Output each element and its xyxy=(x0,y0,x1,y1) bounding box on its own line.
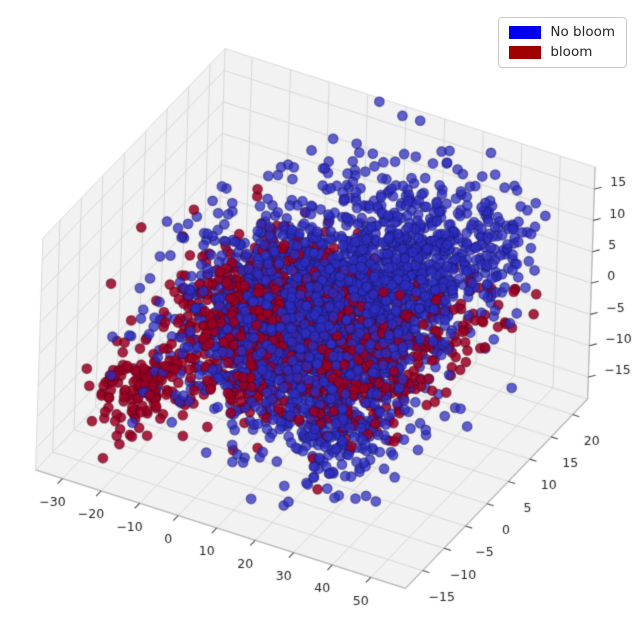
legend-item-no-bloom: No bloom xyxy=(509,25,615,40)
legend-item-bloom: bloom xyxy=(509,43,615,60)
legend-swatch-bloom xyxy=(509,45,542,59)
legend-label-no-bloom: No bloom xyxy=(550,24,615,40)
legend-swatch-no-bloom xyxy=(509,25,542,39)
legend: No bloom bloom xyxy=(498,17,627,68)
legend-label-bloom: bloom xyxy=(550,43,593,60)
